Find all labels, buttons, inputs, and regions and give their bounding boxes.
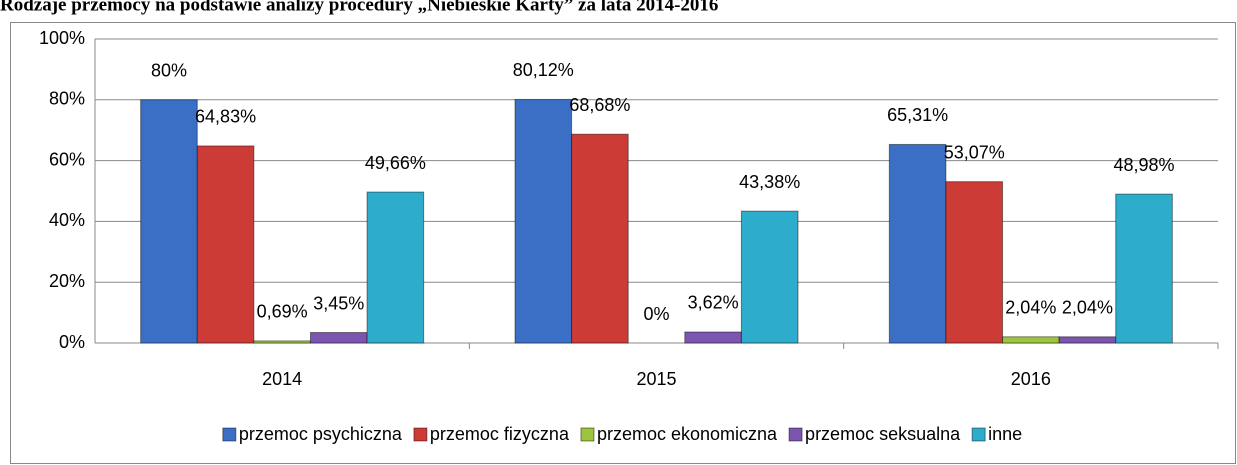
data-label: 80% [151, 61, 187, 81]
data-label: 0,69% [257, 302, 308, 322]
bar [945, 181, 1004, 344]
data-label: 80,12% [513, 60, 574, 80]
bar [309, 332, 368, 344]
bar [1115, 193, 1173, 344]
bar [1058, 336, 1117, 344]
bar [366, 191, 425, 344]
data-label: 48,98% [1114, 155, 1175, 175]
chart-title: Rodzaje przemocy na podstawie analizy pr… [0, 0, 718, 15]
legend-swatch [580, 427, 595, 442]
data-label: 49,66% [365, 153, 426, 173]
legend-label: przemoc fizyczna [430, 424, 570, 444]
legend: przemoc psychiczna przemoc fizyczna przemo… [222, 424, 1022, 444]
data-label: 0% [643, 304, 669, 324]
bar [684, 331, 742, 344]
data-label: 3,45% [313, 293, 364, 313]
legend-label: przemoc seksualna [805, 424, 961, 444]
data-label: 68,68% [569, 95, 630, 115]
bar [888, 143, 947, 344]
bar [740, 210, 799, 344]
y-tick-label: 0% [59, 332, 85, 352]
legend-swatch [971, 427, 986, 442]
bar [514, 98, 573, 344]
y-tick-label: 20% [49, 271, 85, 291]
data-label: 2,04% [1005, 298, 1056, 318]
data-label: 65,31% [887, 105, 948, 125]
legend-swatch [413, 427, 428, 442]
bar [140, 99, 198, 344]
x-tick-label: 2016 [1011, 369, 1051, 389]
legend-label: przemoc psychiczna [239, 424, 403, 444]
bar [253, 340, 311, 344]
bar [1002, 336, 1060, 344]
x-tick-label: 2015 [636, 369, 676, 389]
y-tick-label: 100% [39, 28, 85, 48]
data-label: 2,04% [1062, 298, 1113, 318]
y-tick-label: 40% [49, 210, 85, 230]
y-tick-label: 60% [49, 149, 85, 169]
y-tick-label: 80% [49, 89, 85, 109]
data-label: 43,38% [739, 172, 800, 192]
bar [571, 133, 629, 344]
legend-label: inne [988, 424, 1022, 444]
legend-swatch [788, 427, 803, 442]
bar [196, 145, 255, 344]
x-tick-label: 2014 [262, 369, 302, 389]
data-label: 53,07% [944, 142, 1005, 162]
legend-swatch [222, 427, 237, 442]
legend-label: przemoc ekonomiczna [597, 424, 778, 444]
data-label: 3,62% [688, 293, 739, 313]
data-label: 64,83% [195, 107, 256, 127]
